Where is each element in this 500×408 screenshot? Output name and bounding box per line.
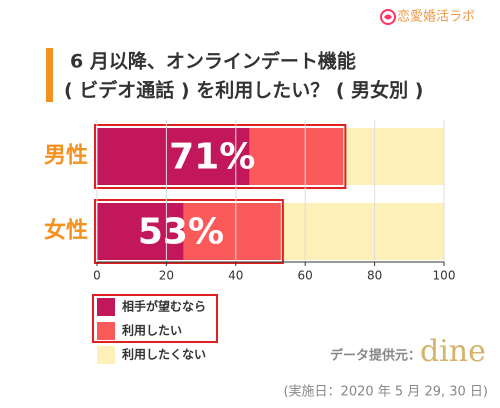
legend-label: 相手が望むなら xyxy=(122,299,206,314)
bar-segment xyxy=(280,203,444,260)
x-tick-label: 100 xyxy=(433,269,456,283)
bar-segment xyxy=(183,203,281,260)
title-line: 6 月以降、オンラインデート機能 xyxy=(70,50,356,73)
total-label: 53% xyxy=(138,212,224,253)
x-tick-label: 40 xyxy=(228,269,243,283)
total-outline xyxy=(94,199,284,264)
logo-icon xyxy=(380,9,396,25)
category-label: 男性 xyxy=(44,144,88,169)
legend-swatch xyxy=(97,346,115,364)
x-tick-label: 0 xyxy=(93,269,101,283)
x-tick-label: 20 xyxy=(159,269,174,283)
legend-outline xyxy=(92,294,218,343)
footnote: (実施日：2020 年 5 月 29, 30 日) xyxy=(283,384,488,400)
x-tick-label: 60 xyxy=(298,269,313,283)
source-label: データ提供元： xyxy=(330,348,421,364)
total-label: 71% xyxy=(169,137,255,178)
brand: 恋愛婚活ラボ xyxy=(397,9,475,25)
legend-swatch xyxy=(97,322,115,340)
bar-segment xyxy=(97,203,184,260)
title-accent xyxy=(46,48,53,102)
bar-segment xyxy=(249,128,344,185)
total-outline xyxy=(94,124,347,189)
title-line: ( ビデオ通話 ) を利用したい？ ( 男女別 ) xyxy=(64,79,423,102)
legend-label: 利用したくない xyxy=(122,347,206,362)
bar-segment xyxy=(343,128,444,185)
bar-segment xyxy=(97,128,250,185)
x-tick-label: 80 xyxy=(367,269,382,283)
source-name: dine xyxy=(420,334,486,369)
legend-swatch xyxy=(97,298,115,316)
plot: 男性 71% 女性 53% 0 20 40 60 80 100 相手が望むなら利用したい利用したくな… xyxy=(44,120,455,364)
legend-label: 利用したい xyxy=(122,323,182,338)
category-label: 女性 xyxy=(44,218,88,244)
